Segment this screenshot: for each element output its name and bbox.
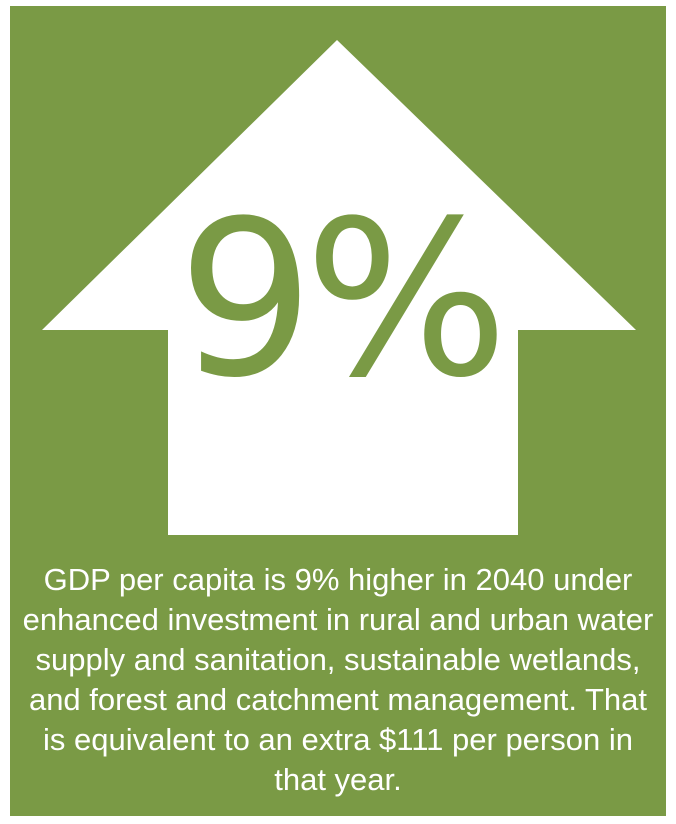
infographic-caption: GDP per capita is 9% higher in 2040 unde…	[22, 562, 654, 797]
stat-percentage: 9%	[177, 174, 508, 425]
